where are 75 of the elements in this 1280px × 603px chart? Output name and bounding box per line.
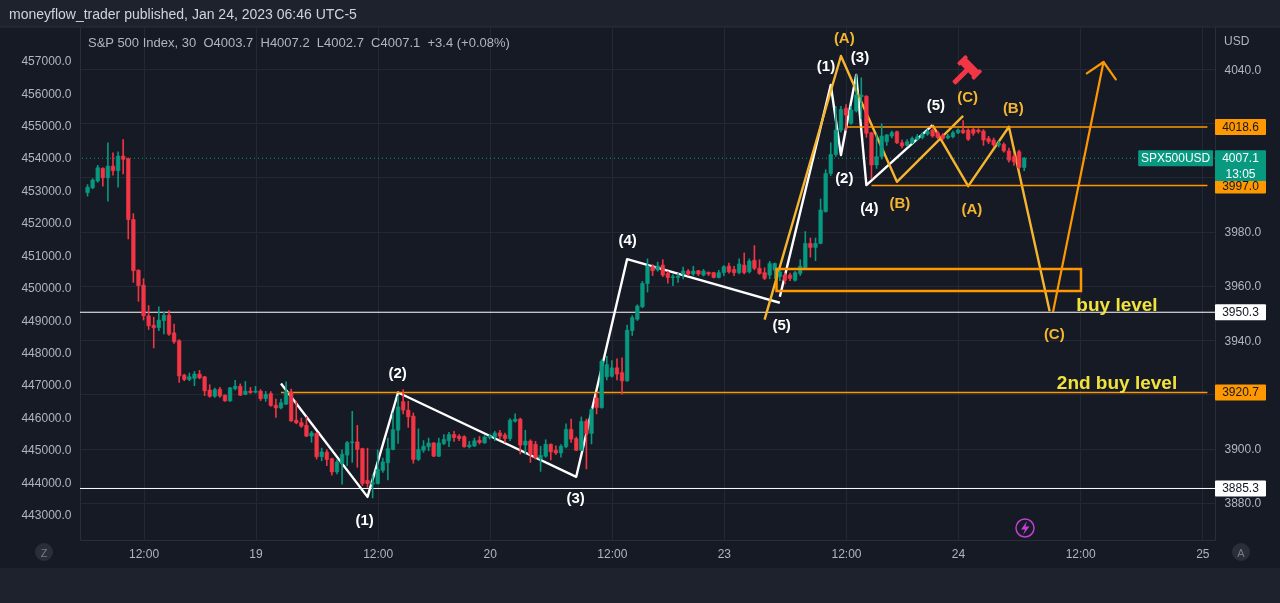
annotation: (C)	[957, 87, 979, 105]
y-axis-title: USD	[1224, 34, 1250, 48]
annotation: (C)	[1043, 324, 1065, 342]
x-tick-label: 12:00	[1065, 546, 1097, 561]
candlestick	[843, 104, 849, 131]
ref-line-label: 3885.3	[1222, 481, 1260, 496]
y2-tick-label: 454000.0	[21, 151, 72, 166]
candlestick	[110, 152, 116, 176]
annotation: (1)	[355, 510, 374, 528]
y2-tick-label: 452000.0	[21, 216, 72, 231]
round-button: A	[1232, 543, 1250, 561]
text: S&P 500 Index, 30 O4003.7 H4007.2 L4002.7 C4007.1 +3.4 (+0.08%)	[88, 34, 510, 50]
annotation: (4)	[618, 230, 637, 248]
candlestick	[808, 237, 813, 258]
candlestick	[675, 273, 681, 283]
y-tick-label: 3960.0	[1224, 279, 1262, 294]
chart-title: moneyflow_trader published, Jan 24, 2023 06:46 UTC-5	[9, 6, 358, 22]
annotation: (A)	[961, 199, 983, 217]
annotation: (B)	[1002, 98, 1024, 116]
y2-tick-label: 456000.0	[21, 86, 72, 101]
annotation: (5)	[772, 315, 791, 333]
y2-tick-label: 445000.0	[21, 443, 72, 458]
y2-tick-label: 447000.0	[21, 378, 72, 393]
y2-tick-label: 448000.0	[21, 345, 72, 360]
y-tick-label: 3880.0	[1224, 496, 1262, 511]
y-tick-label: 3940.0	[1224, 333, 1262, 348]
data-label: 3997.0	[1222, 178, 1260, 193]
x-tick-label: 12:00	[129, 546, 160, 561]
text: 13:05	[1225, 166, 1256, 181]
y2-tick-label: 443000.0	[21, 507, 72, 522]
annotation: (5)	[926, 95, 946, 113]
annotation: (3)	[566, 488, 585, 506]
ref-line-label: 3950.3	[1222, 305, 1260, 320]
candlestick	[589, 407, 594, 445]
annotation: buy level	[1076, 293, 1158, 315]
y2-tick-label: 449000.0	[21, 313, 72, 328]
candlestick	[584, 418, 589, 470]
candlestick	[523, 429, 528, 455]
annotation: 2nd buy level	[1056, 371, 1178, 393]
candlestick	[742, 252, 747, 275]
y-tick-label: 3980.0	[1224, 225, 1262, 240]
x-tick-label: 12:00	[831, 546, 862, 561]
candlestick	[314, 432, 319, 460]
candlestick	[619, 357, 625, 395]
data-label: 4018.6	[1222, 120, 1260, 135]
candlestick	[283, 381, 289, 405]
candlestick	[614, 358, 620, 381]
x-tick-label: 19	[249, 546, 264, 561]
annotation: (4)	[860, 198, 879, 216]
x-tick-label: 24	[951, 546, 966, 561]
x-tick-label: 12:00	[597, 546, 628, 561]
y-tick-label: 3900.0	[1224, 442, 1262, 457]
y2-tick-label: 451000.0	[21, 248, 72, 263]
x-tick-label: 20	[483, 546, 498, 561]
y2-tick-label: 453000.0	[21, 183, 72, 198]
y2-tick-label: 455000.0	[21, 119, 72, 134]
annotation: (A)	[833, 28, 855, 46]
annotation: (3)	[850, 47, 870, 65]
y2-tick-label: 444000.0	[21, 475, 72, 490]
annotation: (2)	[388, 363, 407, 381]
y2-tick-label: 457000.0	[21, 54, 72, 69]
y2-tick-label: 450000.0	[21, 281, 72, 296]
candlestick	[594, 392, 599, 415]
x-tick-label: 25	[1196, 546, 1210, 561]
annotation: (1)	[816, 56, 836, 74]
candlestick	[670, 274, 676, 286]
y2-tick-label: 446000.0	[21, 410, 72, 425]
annotation: (2)	[835, 168, 854, 186]
ref-line-label: 4007.1	[1222, 151, 1260, 166]
x-tick-label: 23	[717, 546, 732, 561]
annotation: (B)	[889, 193, 911, 211]
y-tick-label: 4040.0	[1224, 62, 1262, 77]
round-button: Z	[35, 543, 53, 561]
x-tick-label: 12:00	[363, 546, 394, 561]
data-label: 3920.7	[1222, 385, 1260, 400]
